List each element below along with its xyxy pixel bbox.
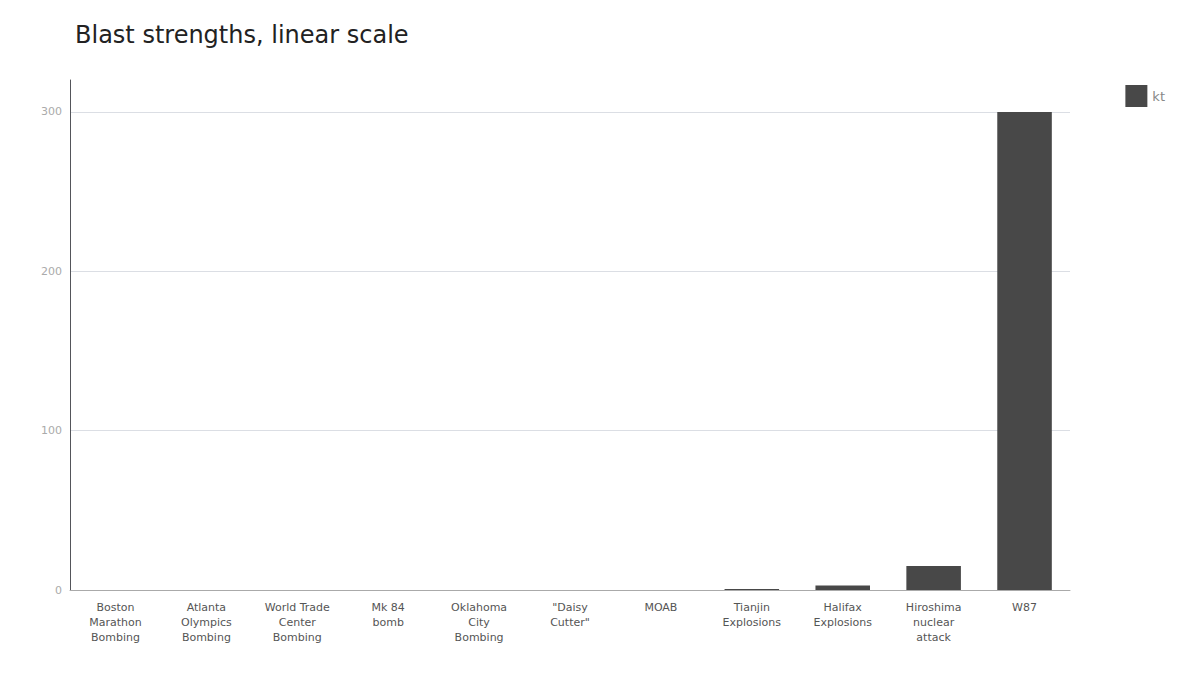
svg-text:bomb: bomb: [372, 616, 403, 629]
svg-text:City: City: [468, 616, 490, 629]
svg-text:World Trade: World Trade: [265, 601, 330, 614]
svg-text:300: 300: [41, 105, 62, 118]
svg-text:Bombing: Bombing: [91, 631, 140, 644]
svg-text:Cutter": Cutter": [550, 616, 590, 629]
svg-text:Blast strengths, linear scale: Blast strengths, linear scale: [75, 21, 409, 49]
svg-text:attack: attack: [916, 631, 951, 644]
svg-text:MOAB: MOAB: [644, 601, 677, 614]
svg-text:Boston: Boston: [96, 601, 134, 614]
svg-text:0: 0: [55, 584, 62, 597]
svg-text:nuclear: nuclear: [913, 616, 955, 629]
svg-text:Marathon: Marathon: [89, 616, 142, 629]
svg-text:Tianjin: Tianjin: [733, 601, 770, 614]
svg-text:Mk 84: Mk 84: [372, 601, 405, 614]
svg-text:"Daisy: "Daisy: [552, 601, 588, 614]
svg-text:Bombing: Bombing: [455, 631, 504, 644]
svg-text:200: 200: [41, 265, 62, 278]
svg-text:Center: Center: [279, 616, 317, 629]
svg-text:Halifax: Halifax: [824, 601, 863, 614]
svg-text:100: 100: [41, 424, 62, 437]
svg-text:W87: W87: [1012, 601, 1037, 614]
svg-text:Hiroshima: Hiroshima: [906, 601, 962, 614]
svg-text:Oklahoma: Oklahoma: [451, 601, 507, 614]
svg-text:Bombing: Bombing: [182, 631, 231, 644]
svg-text:Bombing: Bombing: [273, 631, 322, 644]
svg-text:Olympics: Olympics: [181, 616, 232, 629]
svg-text:Atlanta: Atlanta: [187, 601, 226, 614]
svg-text:Explosions: Explosions: [814, 616, 873, 629]
svg-text:Explosions: Explosions: [723, 616, 782, 629]
svg-text:kt: kt: [1152, 89, 1165, 104]
